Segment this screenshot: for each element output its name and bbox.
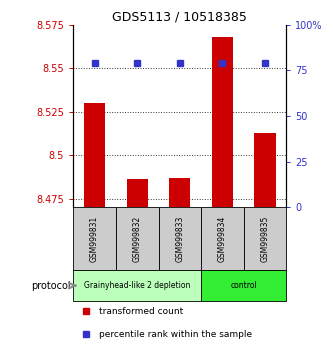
Bar <box>73 270 201 301</box>
Bar <box>201 207 244 270</box>
Text: protocol: protocol <box>32 281 71 291</box>
Bar <box>169 178 190 207</box>
Text: Grainyhead-like 2 depletion: Grainyhead-like 2 depletion <box>84 281 190 290</box>
Bar <box>84 103 105 207</box>
Bar <box>244 207 286 270</box>
Bar <box>127 179 148 207</box>
Text: GSM999835: GSM999835 <box>260 215 270 262</box>
Title: GDS5113 / 10518385: GDS5113 / 10518385 <box>112 11 247 24</box>
Bar <box>159 207 201 270</box>
Bar <box>116 207 159 270</box>
Text: GSM999833: GSM999833 <box>175 215 184 262</box>
Text: GSM999834: GSM999834 <box>218 215 227 262</box>
Bar <box>212 37 233 207</box>
Text: percentile rank within the sample: percentile rank within the sample <box>99 330 252 339</box>
Bar <box>254 132 276 207</box>
Bar <box>201 270 286 301</box>
Text: GSM999831: GSM999831 <box>90 216 99 262</box>
Text: transformed count: transformed count <box>99 307 183 316</box>
Text: control: control <box>230 281 257 290</box>
Bar <box>73 207 116 270</box>
Text: GSM999832: GSM999832 <box>133 216 142 262</box>
